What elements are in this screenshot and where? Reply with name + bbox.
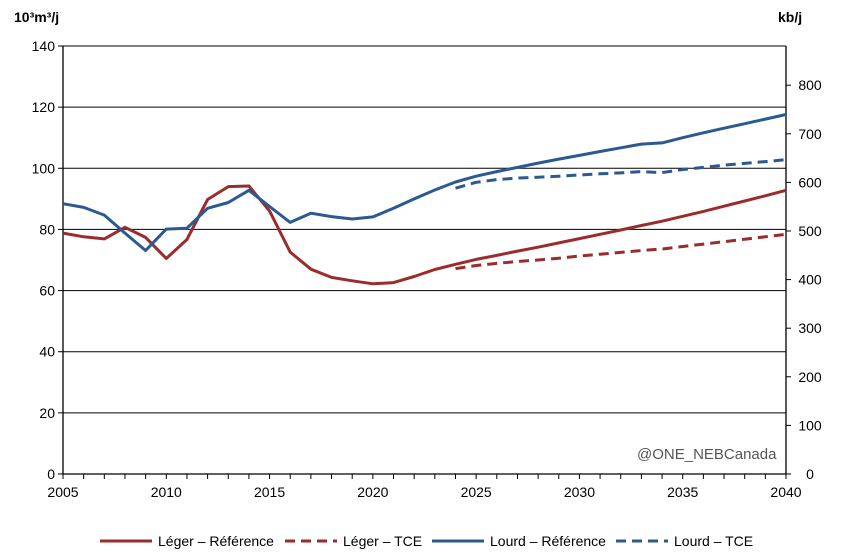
y-right-tick-label: 800 xyxy=(798,77,822,93)
y-left-tick-label: 20 xyxy=(39,405,55,421)
x-tick-label: 2010 xyxy=(151,484,182,500)
axes xyxy=(58,45,791,479)
y-axis-left-unit: 10³m³/j xyxy=(14,9,59,25)
series-line-0 xyxy=(62,184,787,286)
x-tick-label: 2015 xyxy=(254,484,285,500)
y-right-tick-label: 500 xyxy=(798,223,822,239)
x-tick-label: 2035 xyxy=(667,484,698,500)
x-tick-label: 2030 xyxy=(564,484,595,500)
y-left-tick-label: 60 xyxy=(39,283,55,299)
y-left-tick-label: 140 xyxy=(32,38,56,54)
legend-label-0: Léger – Référence xyxy=(158,533,274,549)
x-tick-label: 2040 xyxy=(770,484,801,500)
series-line-2 xyxy=(62,113,787,252)
y-right-tick-label: 600 xyxy=(798,174,822,190)
y-left-tick-label: 100 xyxy=(32,160,56,176)
x-tick-label: 2020 xyxy=(357,484,388,500)
legend: Léger – Référence Léger – TCE Lourd – Réfé… xyxy=(100,533,753,549)
watermark-text: @ONE_NEBCanada xyxy=(637,446,777,463)
legend-label-2: Lourd – Référence xyxy=(490,533,606,549)
series-line-1 xyxy=(455,232,787,271)
x-tick-label: 2025 xyxy=(461,484,492,500)
series-line-3 xyxy=(455,158,787,190)
y-right-tick-label: 0 xyxy=(806,466,814,482)
legend-label-3: Lourd – TCE xyxy=(674,533,753,549)
y-left-tick-label: 120 xyxy=(32,99,56,115)
y-right-tick-label: 100 xyxy=(798,417,822,433)
y-right-tick-label: 400 xyxy=(798,272,822,288)
tick-labels: 0204060801001201400100200300400500600700… xyxy=(32,38,822,500)
y-right-tick-label: 300 xyxy=(798,320,822,336)
y-right-tick-label: 200 xyxy=(798,369,822,385)
y-right-tick-label: 700 xyxy=(798,126,822,142)
series-lines xyxy=(62,113,787,286)
y-left-tick-label: 40 xyxy=(39,344,55,360)
y-left-tick-label: 0 xyxy=(47,466,55,482)
legend-label-1: Léger – TCE xyxy=(343,533,422,549)
x-tick-label: 2005 xyxy=(47,484,78,500)
y-axis-right-unit: kb/j xyxy=(778,9,802,25)
y-left-tick-label: 80 xyxy=(39,221,55,237)
